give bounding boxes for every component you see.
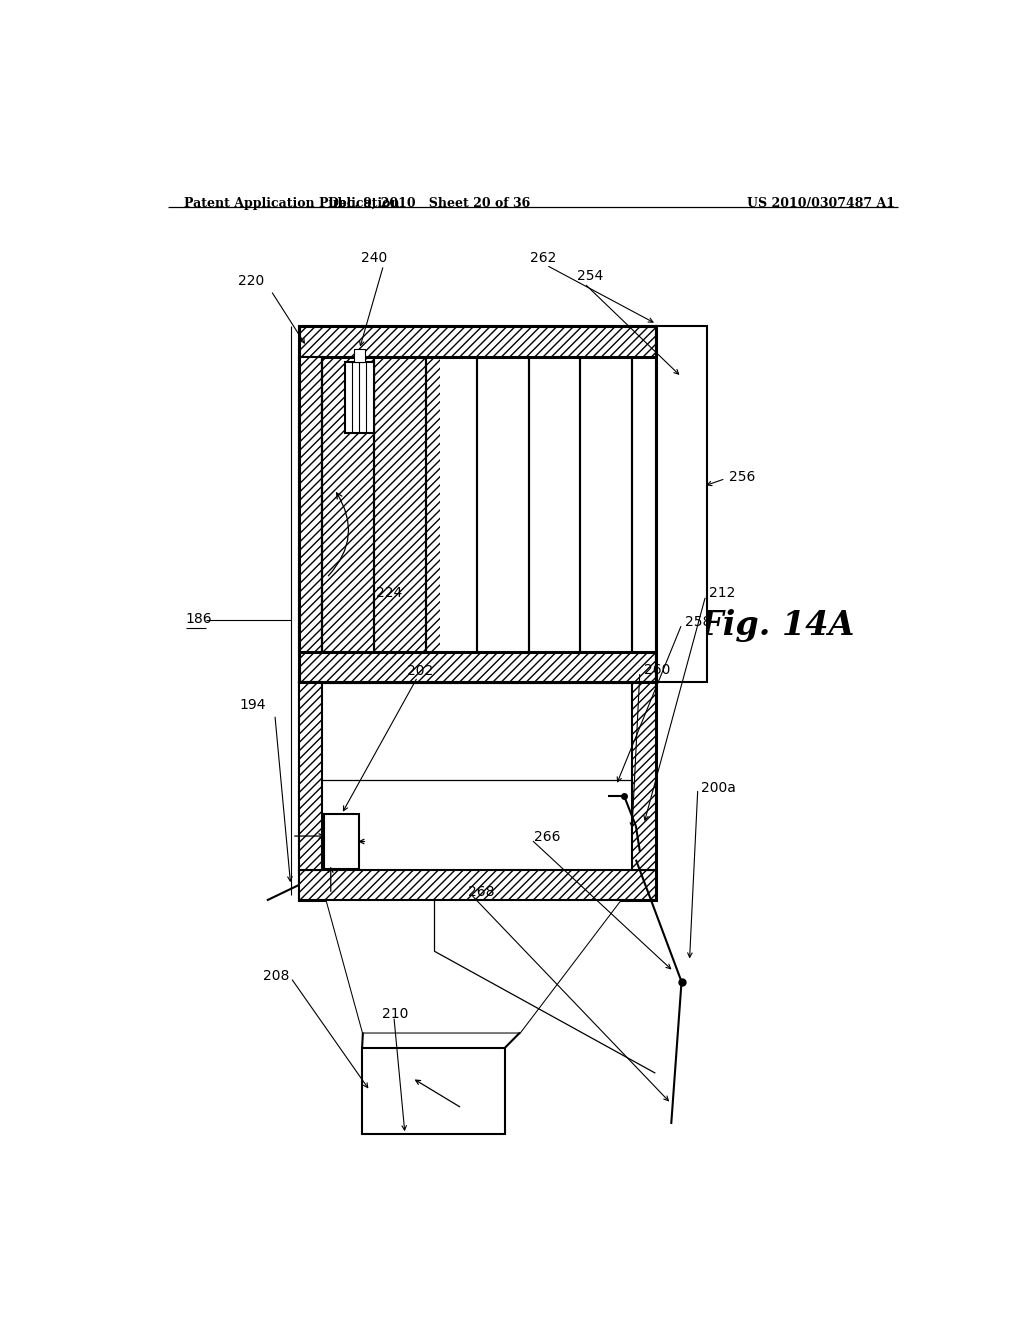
- Text: 208: 208: [263, 969, 290, 982]
- Bar: [323, 356, 632, 652]
- Text: 266: 266: [535, 830, 561, 845]
- Text: 240: 240: [360, 251, 387, 265]
- Bar: [299, 326, 655, 682]
- Bar: [299, 682, 323, 870]
- Text: 258: 258: [685, 615, 712, 628]
- Bar: [345, 362, 374, 433]
- Text: 210: 210: [382, 1007, 409, 1022]
- Bar: [299, 326, 655, 356]
- Text: 202: 202: [408, 664, 433, 677]
- Text: Dec. 9, 2010   Sheet 20 of 36: Dec. 9, 2010 Sheet 20 of 36: [329, 197, 530, 210]
- Bar: [324, 814, 359, 869]
- Text: 186: 186: [186, 612, 213, 626]
- Text: Patent Application Publication: Patent Application Publication: [183, 197, 399, 210]
- Polygon shape: [323, 886, 632, 1032]
- Bar: [632, 682, 655, 870]
- Text: 256: 256: [729, 470, 755, 483]
- Text: Fig. 14A: Fig. 14A: [699, 610, 855, 643]
- Bar: [655, 326, 708, 682]
- Text: 212: 212: [709, 586, 735, 601]
- Text: 262: 262: [529, 251, 556, 265]
- Bar: [299, 356, 323, 652]
- Bar: [299, 682, 655, 900]
- Text: 220: 220: [238, 275, 264, 289]
- Bar: [362, 1048, 505, 1134]
- Text: 260: 260: [644, 663, 671, 677]
- Text: 254: 254: [577, 269, 603, 284]
- Text: 200a: 200a: [701, 780, 736, 795]
- Polygon shape: [323, 886, 632, 1032]
- Bar: [299, 870, 655, 900]
- Bar: [299, 652, 655, 682]
- Text: 268: 268: [468, 886, 495, 899]
- Text: 224: 224: [376, 586, 401, 601]
- Text: 194: 194: [240, 698, 265, 713]
- Bar: [323, 356, 440, 652]
- Bar: [353, 350, 365, 362]
- Text: US 2010/0307487 A1: US 2010/0307487 A1: [748, 197, 895, 210]
